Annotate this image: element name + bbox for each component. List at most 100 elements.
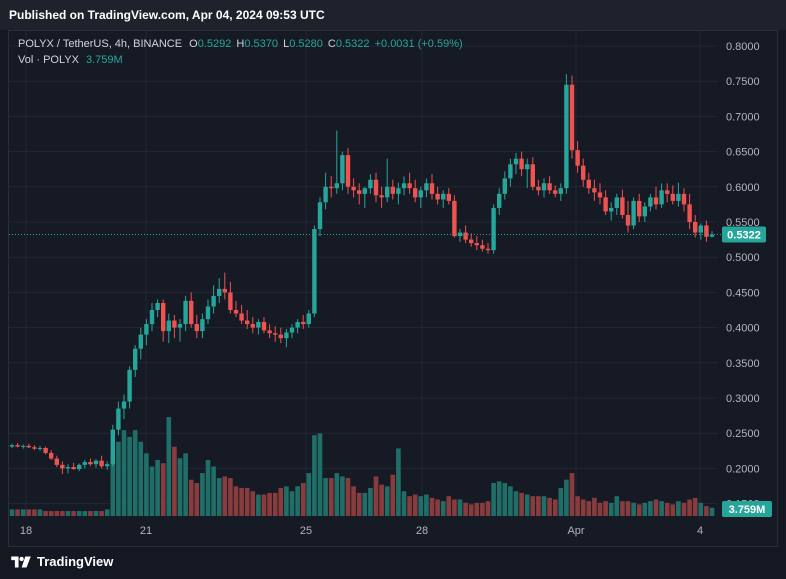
tradingview-brand[interactable]: TradingView	[10, 554, 113, 569]
candle-body	[709, 234, 715, 237]
published-note: Published on TradingView.com, Apr 04, 20…	[9, 8, 325, 22]
candle-body	[127, 369, 132, 402]
volume-bar	[687, 499, 692, 516]
candle-body	[301, 321, 306, 325]
candle-body	[65, 466, 71, 469]
candle-body	[306, 313, 311, 325]
candle-body	[317, 202, 323, 230]
candle-body	[340, 155, 345, 184]
candle-body	[407, 183, 412, 189]
volume-bar	[603, 501, 608, 516]
y-tick-label: 0.6500	[726, 147, 760, 159]
candle-body	[205, 306, 211, 320]
volume-bar	[412, 494, 418, 516]
candle-body	[49, 452, 54, 459]
volume-bar	[194, 483, 200, 516]
volume-bar	[586, 501, 592, 516]
volume-bar	[76, 511, 82, 516]
candle-body	[368, 179, 373, 189]
volume-bar	[289, 491, 295, 516]
volume-bar	[60, 511, 65, 516]
candle-body	[536, 186, 541, 191]
volume-bar	[233, 486, 239, 516]
volume-bar	[379, 484, 384, 516]
volume-bar	[463, 502, 468, 516]
candle-body	[261, 321, 267, 331]
x-tick-label: 25	[300, 525, 312, 537]
candle-body	[491, 207, 496, 251]
volume-bar	[496, 481, 502, 516]
volume-bar	[138, 441, 144, 516]
candle-body	[289, 327, 295, 333]
candle-body	[284, 332, 289, 339]
volume-bar	[121, 430, 127, 516]
candle-body	[530, 164, 535, 187]
candle-body	[172, 320, 177, 328]
volume-bar	[104, 509, 110, 516]
legend-open-value: 0.5292	[197, 38, 232, 50]
candle-body	[620, 197, 625, 215]
volume-bar	[513, 491, 519, 516]
candle-body	[575, 150, 580, 166]
legend-high-value: 0.5370	[244, 38, 279, 50]
legend-low-label: L	[283, 38, 290, 50]
candle-body	[603, 197, 608, 212]
volume-bar	[295, 486, 300, 516]
y-tick-label: 0.4500	[726, 287, 760, 299]
volume-bar	[144, 453, 149, 516]
candle-body	[592, 188, 597, 193]
candle-body	[233, 310, 239, 314]
candle-body	[267, 330, 272, 334]
volume-bar	[631, 502, 636, 516]
volume-bar	[32, 509, 37, 516]
candle-body	[597, 192, 603, 198]
volume-bar	[418, 496, 424, 516]
legend-open-label: O	[189, 38, 198, 50]
candle-body	[278, 334, 283, 339]
volume-bar	[373, 476, 379, 516]
legend-volume-row: Vol · POLYX 3.759M	[18, 52, 463, 68]
candle-body	[704, 225, 709, 237]
candle-body	[390, 186, 395, 194]
volume-bar	[485, 501, 491, 516]
candle-body	[497, 193, 502, 208]
candle-body	[373, 179, 379, 196]
volume-bar	[564, 479, 569, 516]
volume-bar	[698, 502, 704, 516]
legend-close-value: 0.5322	[335, 38, 370, 50]
candle-body	[446, 193, 451, 201]
volume-bar	[149, 466, 155, 516]
candle-body	[138, 334, 143, 349]
candle-body	[194, 324, 199, 332]
volume-bar	[709, 507, 715, 516]
y-tick-label: 0.4000	[726, 323, 760, 335]
volume-bar	[160, 463, 166, 516]
x-tick-label: 28	[416, 525, 428, 537]
volume-bar	[396, 448, 401, 516]
x-tick-label: Apr	[567, 525, 584, 537]
volume-bar	[306, 473, 312, 516]
candle-body	[441, 193, 446, 200]
volume-bar	[26, 509, 32, 516]
candle-body	[177, 324, 183, 328]
candle-body	[429, 183, 435, 194]
candle-body	[26, 445, 31, 448]
volume-bar	[54, 511, 60, 516]
volume-bar	[250, 491, 256, 516]
volume-bar	[642, 502, 648, 516]
volume-bar	[211, 466, 216, 516]
tradingview-brand-name: TradingView	[37, 554, 114, 569]
candle-body	[217, 288, 222, 296]
volume-bar	[323, 478, 328, 516]
volume-bar	[575, 496, 580, 516]
legend-low-value: 0.5280	[289, 38, 323, 50]
candle-body	[681, 193, 687, 205]
candle-body	[71, 466, 76, 470]
candle-body	[77, 464, 82, 470]
candle-body	[295, 321, 300, 328]
candle-body	[687, 204, 692, 222]
volume-bar	[468, 504, 474, 516]
candle-body	[200, 319, 205, 332]
candle-body	[60, 464, 65, 469]
